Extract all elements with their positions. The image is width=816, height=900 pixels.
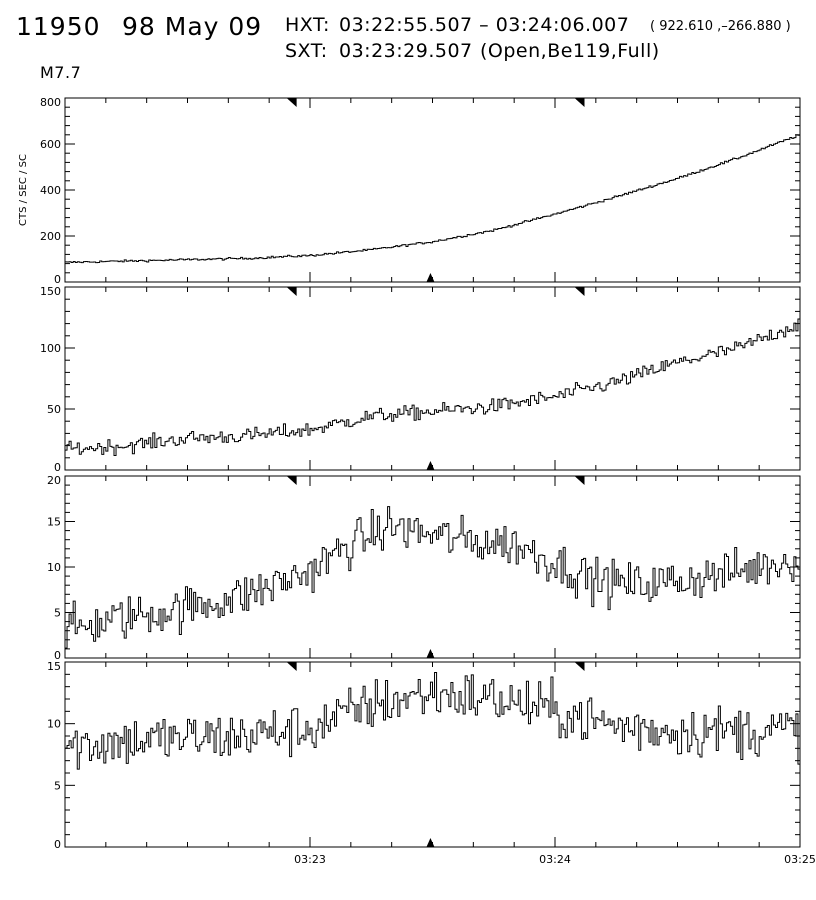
y-tick-label: 400 <box>40 184 61 197</box>
hxt-marker <box>574 476 585 485</box>
hxt-marker <box>574 98 585 107</box>
y-tick-label: 10 <box>47 561 61 574</box>
series-line <box>65 506 800 649</box>
y-axis-label: CTS / SEC / SC <box>18 154 29 226</box>
hxt-position: ( 922.610 ,–266.880 ) <box>650 19 791 34</box>
hxt-marker <box>286 98 297 107</box>
x-tick-label: 03:23 <box>294 853 326 866</box>
series-line <box>65 318 800 456</box>
panel-frame <box>64 97 801 283</box>
panel-4: 0 5 10 15 03:23 03:24 03:25 <box>47 660 816 866</box>
y-tick-label: 50 <box>47 403 61 416</box>
hxt-marker <box>574 662 585 671</box>
y-tick-label: 0 <box>54 461 61 474</box>
y-tick-label: 10 <box>47 718 61 731</box>
sxt-marker <box>426 649 435 658</box>
sxt-marker <box>426 838 435 847</box>
hxt-marker <box>286 287 297 296</box>
y-tick-label: 0 <box>54 273 61 286</box>
sxt-time: 03:23:29.507 <box>339 40 473 62</box>
event-id: 11950 <box>16 12 101 41</box>
y-tick-label: 200 <box>40 230 61 243</box>
y-tick-label: 5 <box>54 607 61 620</box>
x-tick-label: 03:24 <box>539 853 571 866</box>
hxt-marker <box>574 287 585 296</box>
y-tick-label: 5 <box>54 779 61 792</box>
y-tick-label: 150 <box>40 285 61 298</box>
event-date: 98 May 09 <box>122 12 263 41</box>
panel-frame <box>64 475 801 659</box>
sxt-config: (Open,Be119,Full) <box>480 40 660 62</box>
hxt-range: 03:22:55.507 – 03:24:06.007 <box>339 14 630 36</box>
y-tick-label: 15 <box>47 660 61 673</box>
hxt-marker <box>286 662 297 671</box>
flare-class: M7.7 <box>40 63 82 82</box>
panel-1: 0 200 400 600 800 CTS / SEC / SC <box>18 96 801 286</box>
y-tick-label: 0 <box>54 838 61 851</box>
sxt-marker <box>426 461 435 470</box>
y-tick-label: 20 <box>47 474 61 487</box>
hxt-marker <box>286 476 297 485</box>
y-tick-label: 600 <box>40 138 61 151</box>
series-line <box>65 672 800 770</box>
y-tick-label: 0 <box>54 649 61 662</box>
y-tick-label: 15 <box>47 516 61 529</box>
panel-2: 0 50 100 150 <box>40 285 801 474</box>
sxt-label: SXT: <box>285 40 328 62</box>
series-line <box>65 134 800 264</box>
panel-3: 0 5 10 15 20 <box>47 474 801 662</box>
x-tick-label: 03:25 <box>784 853 816 866</box>
y-tick-label: 100 <box>40 342 61 355</box>
hxt-label: HXT: <box>285 14 330 36</box>
y-tick-label: 800 <box>40 96 61 109</box>
sxt-marker <box>426 273 435 282</box>
